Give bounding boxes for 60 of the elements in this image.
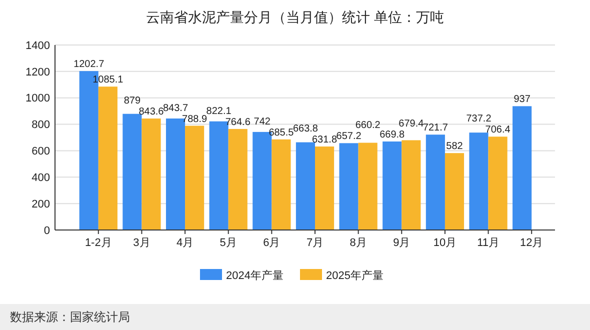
bar <box>444 153 464 230</box>
bar <box>469 132 488 230</box>
bar <box>488 136 508 230</box>
data-label: 879 <box>124 96 141 107</box>
x-tick-label: 12月 <box>520 237 544 249</box>
x-tick-label: 9月 <box>393 237 410 249</box>
bar <box>142 118 161 230</box>
data-label: 737.2 <box>466 114 492 125</box>
data-label: 788.9 <box>182 114 208 125</box>
x-tick-label: 1-2月 <box>84 237 112 249</box>
y-tick-label: 200 <box>32 198 50 210</box>
legend-label: 2024年产量 <box>226 268 284 282</box>
x-tick-label: 5月 <box>220 237 237 249</box>
data-label: 663.8 <box>292 124 318 135</box>
bar <box>315 146 334 230</box>
bar <box>358 142 378 230</box>
data-label: 582 <box>446 141 464 152</box>
data-label: 660.2 <box>355 120 381 132</box>
bar <box>382 141 402 230</box>
x-tick-label: 4月 <box>176 237 194 249</box>
chart-title: 云南省水泥产量分月（当月值）统计 单位：万吨 <box>146 9 444 25</box>
data-label: 822.1 <box>206 106 232 117</box>
x-tick-label: 7月 <box>306 237 324 249</box>
bar <box>426 134 445 230</box>
data-label: 742 <box>254 116 271 128</box>
data-label: 669.8 <box>380 129 406 140</box>
data-label: 679.4 <box>398 118 424 130</box>
legend-label: 2025年产量 <box>326 268 384 282</box>
data-label: 937 <box>514 94 531 106</box>
bar <box>296 142 315 230</box>
y-tick-label: 0 <box>44 224 50 237</box>
data-label: 1202.7 <box>74 59 105 70</box>
bar <box>339 143 358 230</box>
data-label: 685.5 <box>268 127 294 138</box>
data-label: 843.6 <box>138 106 164 118</box>
bar <box>512 106 532 230</box>
y-tick-label: 1400 <box>26 40 50 52</box>
x-tick-label: 3月 <box>133 237 150 249</box>
data-label: 721.7 <box>422 122 448 134</box>
source-note: 数据来源：国家统计局 <box>10 310 130 324</box>
data-label: 843.7 <box>162 102 188 114</box>
data-label: 657.2 <box>336 131 362 142</box>
y-tick-label: 1000 <box>26 92 50 105</box>
bar <box>402 140 421 230</box>
bar <box>122 114 142 230</box>
y-tick-label: 1200 <box>26 66 50 78</box>
data-label: 631.8 <box>312 134 338 146</box>
bar <box>98 86 118 230</box>
x-tick-label: 10月 <box>433 237 457 249</box>
x-tick-label: 11月 <box>477 237 500 249</box>
data-label: 764.6 <box>225 116 251 128</box>
y-tick-label: 600 <box>32 146 50 158</box>
bar <box>272 139 291 230</box>
data-label: 706.4 <box>485 124 511 136</box>
x-tick-label: 6月 <box>263 237 280 249</box>
x-tick-label: 8月 <box>350 237 367 249</box>
y-tick-label: 400 <box>32 172 50 184</box>
y-tick-label: 800 <box>32 119 50 132</box>
bar <box>185 126 204 230</box>
bar <box>228 128 248 230</box>
